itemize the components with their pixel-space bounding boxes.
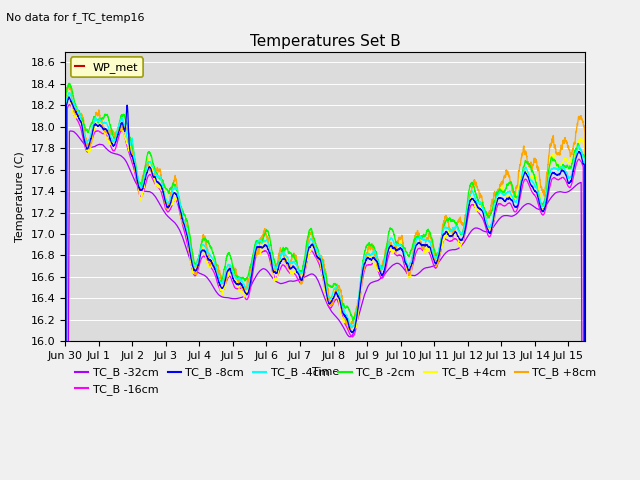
TC_B -32cm [67,128,75,134]
TC_B -32cm [399,265,407,271]
TC_B -32cm [449,247,457,252]
Line: TC_B -32cm: TC_B -32cm [65,131,585,480]
TC_B -32cm [373,278,381,284]
TC_B +8cm [489,198,497,204]
TC_B -16cm [399,259,407,264]
TC_B -8cm [260,243,268,249]
Title: Temperatures Set B: Temperatures Set B [250,34,401,49]
TC_B +4cm [260,240,268,246]
TC_B -8cm [156,181,164,187]
TC_B -16cm [373,265,381,271]
TC_B +4cm [373,265,381,271]
TC_B +8cm [260,228,268,234]
Line: TC_B -2cm: TC_B -2cm [65,83,585,480]
TC_B +8cm [64,82,72,87]
TC_B -32cm [156,201,164,207]
Line: TC_B -8cm: TC_B -8cm [65,97,585,480]
TC_B -32cm [260,266,268,272]
TC_B +4cm [399,248,407,253]
TC_B -4cm [65,90,73,96]
TC_B -16cm [489,224,497,230]
TC_B -16cm [260,248,268,254]
Legend: TC_B -32cm, TC_B -16cm, TC_B -8cm, TC_B -4cm, TC_B -2cm, TC_B +4cm, TC_B +8cm: TC_B -32cm, TC_B -16cm, TC_B -8cm, TC_B … [70,363,601,399]
Line: TC_B -16cm: TC_B -16cm [65,105,585,480]
TC_B +8cm [156,166,164,172]
TC_B -2cm [260,233,268,239]
TC_B -8cm [399,252,407,257]
TC_B +8cm [373,263,381,268]
X-axis label: Time: Time [312,367,339,376]
TC_B +8cm [399,243,407,249]
Line: TC_B -4cm: TC_B -4cm [65,93,585,480]
TC_B -4cm [449,225,457,230]
TC_B +4cm [65,91,72,96]
TC_B -2cm [65,80,73,86]
Y-axis label: Temperature (C): Temperature (C) [15,151,25,242]
Text: No data for f_TC_temp16: No data for f_TC_temp16 [6,12,145,23]
TC_B -8cm [65,94,73,100]
TC_B -8cm [449,231,457,237]
TC_B +4cm [156,184,164,190]
TC_B -16cm [449,237,457,242]
TC_B -2cm [449,217,457,223]
TC_B +4cm [449,229,457,235]
TC_B -4cm [399,248,407,254]
TC_B -2cm [156,175,164,180]
TC_B -8cm [489,220,497,226]
TC_B +4cm [489,222,497,228]
TC_B -32cm [489,225,497,230]
TC_B -16cm [66,102,74,108]
TC_B -4cm [260,238,268,244]
TC_B +8cm [449,232,457,238]
TC_B -16cm [156,186,164,192]
TC_B -4cm [156,174,164,180]
TC_B -8cm [373,259,381,265]
Line: TC_B +4cm: TC_B +4cm [65,94,585,480]
TC_B -4cm [373,255,381,261]
TC_B -2cm [399,244,407,250]
Line: TC_B +8cm: TC_B +8cm [65,84,585,480]
TC_B -2cm [489,204,497,210]
TC_B -4cm [489,215,497,221]
TC_B -2cm [373,254,381,260]
